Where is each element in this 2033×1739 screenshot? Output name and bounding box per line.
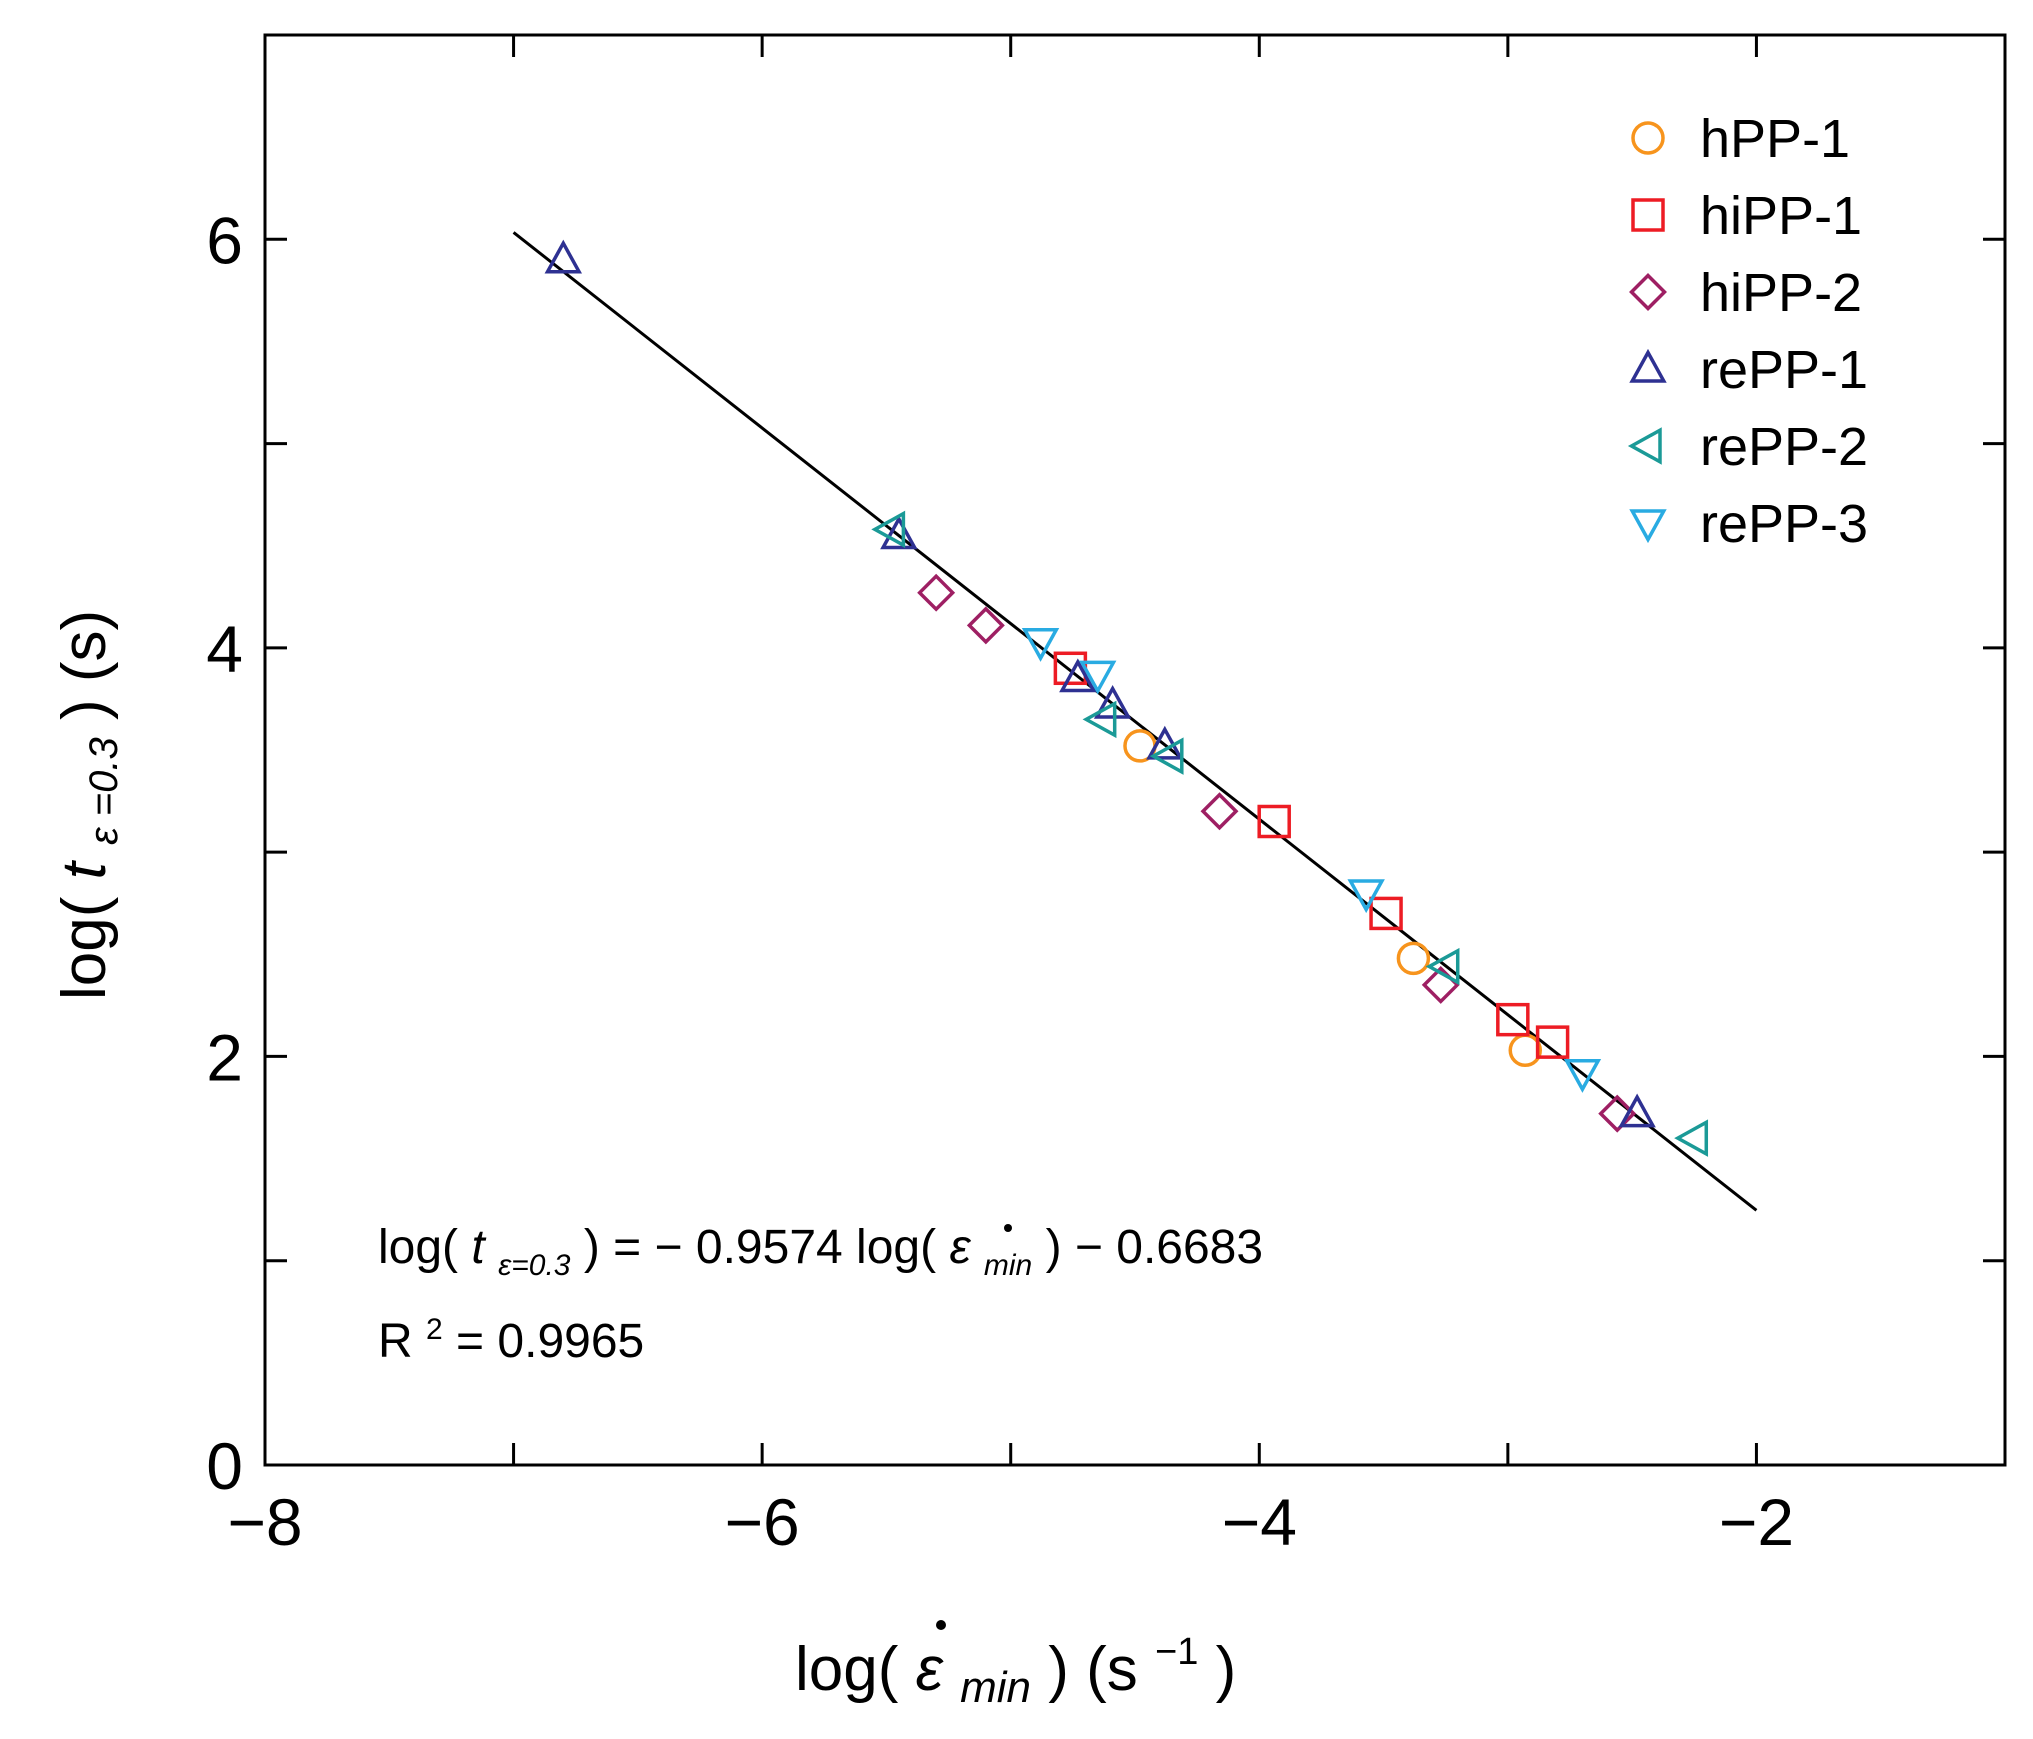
equation-annotation: log( t ε=0.3 ) = − 0.9574 log( ε min ) −… <box>378 1221 1263 1286</box>
axis-ticks <box>263 33 2007 1467</box>
data-point-repp-2 <box>1082 700 1117 739</box>
data-point-hpp-1 <box>1396 941 1431 976</box>
fit-line <box>512 231 1758 1212</box>
data-point-hipp-1 <box>1257 804 1291 839</box>
data-point-repp-3 <box>1021 627 1060 662</box>
y-tick-label: 2 <box>206 1020 243 1094</box>
data-point-repp-2 <box>871 510 906 549</box>
x-title-sup: −1 <box>1155 1631 1198 1673</box>
legend-marker-repp-3 <box>1629 509 1667 544</box>
data-point-repp-1 <box>1618 1093 1656 1128</box>
data-point-repp-2 <box>1425 947 1460 986</box>
tick-labels: −8 −6 −4 −2 0 2 4 6 <box>206 203 1794 1559</box>
r2-sup: 2 <box>426 1313 443 1346</box>
equation-prefix: log( <box>378 1221 458 1274</box>
y-tick-label: 4 <box>206 612 243 686</box>
legend-marker-repp-2 <box>1627 427 1662 465</box>
data-point-repp-2 <box>1674 1119 1709 1157</box>
plot-frame <box>263 33 2007 1467</box>
x-title-eps-dot <box>936 1620 946 1630</box>
x-tick-label: −8 <box>227 1485 302 1559</box>
equation-suffix: ) − 0.6683 <box>1046 1221 1264 1274</box>
y-axis-title: log( t ε =0.3 ) (s) <box>50 610 131 1000</box>
legend-label: hiPP-1 <box>1700 186 1862 246</box>
equation-t: t <box>471 1221 486 1274</box>
equation-t-sub: ε=0.3 <box>498 1249 571 1282</box>
x-title-prefix: log( <box>795 1635 899 1704</box>
x-tick-label: −4 <box>1222 1485 1297 1559</box>
data-point-hipp-1 <box>1369 896 1403 931</box>
legend-label: rePP-1 <box>1700 340 1868 400</box>
x-title-suffix: ) <box>1216 1635 1237 1704</box>
legend-label: rePP-3 <box>1700 494 1868 554</box>
data-point-repp-3 <box>1078 660 1117 695</box>
data-point-hipp-2 <box>1598 1094 1637 1133</box>
y-tick-label: 6 <box>206 203 243 277</box>
data-points <box>544 239 1709 1157</box>
legend-marker-hpp-1 <box>1631 121 1665 155</box>
data-point-hipp-1 <box>1496 1002 1530 1037</box>
equation-eps-dot <box>1004 1224 1012 1232</box>
equation-eps: ε <box>949 1221 971 1274</box>
x-title-sub: min <box>960 1663 1031 1712</box>
y-title-t: t <box>50 859 119 879</box>
legend: hPP-1 hiPP-1 hiPP-2 rePP-1 rePP-2 rePP-3 <box>1627 109 1868 554</box>
data-point-hipp-2 <box>966 606 1005 645</box>
data-point-repp-3 <box>1347 879 1385 914</box>
legend-label: hPP-1 <box>1700 109 1850 169</box>
legend-marker-repp-1 <box>1629 348 1667 383</box>
data-point-hipp-2 <box>917 573 956 612</box>
x-title-mid: ) (s <box>1048 1635 1138 1704</box>
x-tick-label: −2 <box>1719 1485 1794 1559</box>
y-tick-label: 0 <box>206 1429 243 1503</box>
r2-suffix: = 0.9965 <box>456 1315 644 1368</box>
equation-eps-sub: min <box>984 1249 1032 1282</box>
data-point-hpp-1 <box>1508 1033 1543 1068</box>
x-axis-title: log( ε min ) (s −1 ) <box>795 1609 1236 1716</box>
legend-label: rePP-2 <box>1700 417 1868 477</box>
y-title-sub: ε =0.3 <box>82 737 126 845</box>
data-point-repp-1 <box>544 239 583 274</box>
x-tick-label: −6 <box>725 1485 800 1559</box>
data-point-repp-2 <box>1149 737 1184 775</box>
legend-marker-hipp-2 <box>1629 273 1667 311</box>
legend-label: hiPP-2 <box>1700 263 1862 323</box>
y-title-suffix: ) (s) <box>50 610 119 720</box>
data-point-hipp-1 <box>1535 1025 1570 1059</box>
y-title-prefix: log( <box>50 896 119 1000</box>
legend-marker-hipp-1 <box>1631 198 1665 232</box>
data-point-repp-1 <box>1093 684 1132 719</box>
fit-line-group <box>512 231 1758 1212</box>
r-squared-annotation: R 2 = 0.9965 <box>378 1297 644 1368</box>
data-point-hipp-2 <box>1200 792 1239 831</box>
equation-mid: ) = − 0.9574 log( <box>584 1221 936 1274</box>
data-point-repp-3 <box>1563 1059 1602 1093</box>
r2-prefix: R <box>378 1315 413 1368</box>
data-point-repp-1 <box>880 515 918 550</box>
data-point-repp-1 <box>1059 658 1097 693</box>
x-title-eps: ε <box>916 1635 944 1704</box>
